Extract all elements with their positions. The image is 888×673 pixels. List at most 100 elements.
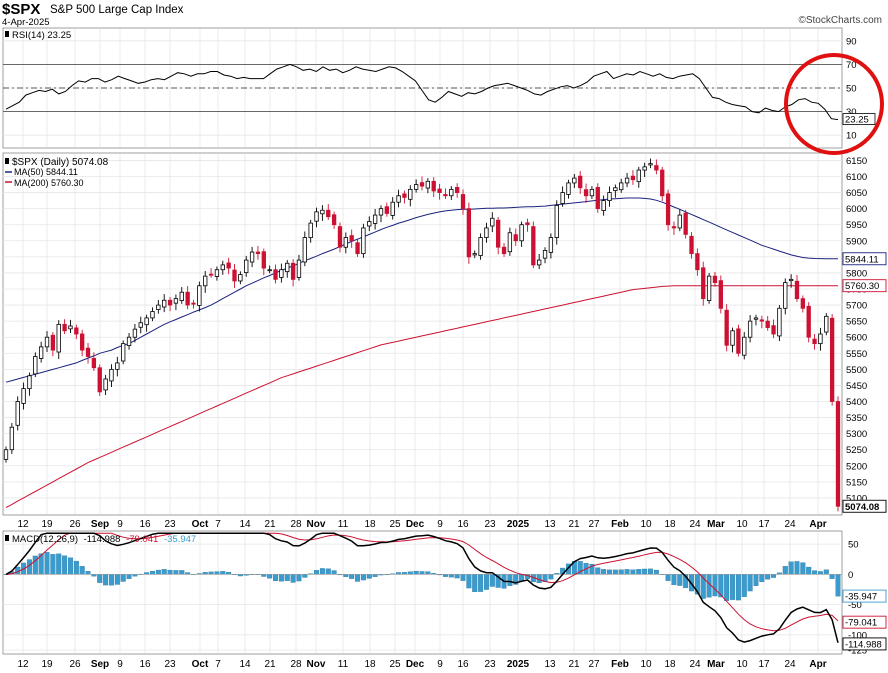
macd-x-tick-label: 2025: [507, 659, 530, 670]
macd-histogram-bar: [173, 570, 179, 575]
macd-x-tick-label: 10: [736, 659, 748, 670]
candle-body: [490, 217, 495, 227]
candle-body: [806, 305, 811, 338]
candle-body: [507, 232, 513, 253]
macd-histogram-bar: [120, 574, 126, 582]
chart-symbol: $SPX: [2, 1, 41, 18]
rsi-y-tick-label: 10: [846, 131, 857, 142]
macd-histogram-bar: [261, 574, 267, 577]
candle-body: [613, 187, 618, 192]
candle-body: [484, 227, 489, 238]
candle-body: [718, 280, 723, 309]
macd-histogram-bar: [460, 574, 466, 581]
candle-body: [320, 209, 325, 215]
price-x-tick-label: 27: [588, 519, 600, 530]
macd-histogram-bar: [829, 574, 835, 579]
macd-signal-line: [5, 532, 839, 632]
candle-body: [167, 299, 173, 306]
candle-body: [238, 274, 243, 282]
macd-histogram-bar: [208, 571, 214, 575]
candle-body: [249, 251, 255, 263]
price-x-tick-label: 24: [689, 519, 701, 530]
price-x-tick-label: Sep: [91, 519, 109, 530]
ma200-line: [5, 285, 838, 509]
candle-body: [150, 311, 155, 319]
stockcharts-credit: ©StockCharts.com: [798, 15, 882, 26]
macd-x-tick-label: 10: [640, 659, 652, 670]
price-y-tick-label: 5950: [846, 220, 867, 231]
candle-body: [255, 251, 261, 255]
candle-body: [21, 388, 26, 404]
macd-histogram-bar: [267, 574, 273, 579]
macd-x-tick-label: 21: [264, 659, 276, 670]
candle-body: [765, 320, 770, 328]
candle-body: [314, 211, 319, 222]
candle-body: [9, 426, 15, 451]
candle-body: [788, 278, 794, 282]
macd-hist-value-label: -35.947: [845, 592, 877, 603]
candle-body: [578, 175, 583, 189]
macd-histogram-bar: [618, 569, 624, 575]
candle-body: [443, 194, 448, 197]
macd-x-tick-label: 17: [758, 659, 770, 670]
price-x-tick-label: 17: [758, 519, 770, 530]
candle-body: [261, 251, 266, 269]
candle-body: [701, 267, 706, 300]
candle-body: [296, 259, 302, 278]
candle-body: [97, 367, 102, 393]
candle-body: [542, 250, 548, 259]
candle-body: [566, 182, 571, 195]
candle-body: [15, 401, 20, 426]
candle-body: [501, 246, 507, 255]
macd-legend-hist: -35.947: [164, 534, 196, 545]
price-y-tick-label: 5700: [846, 301, 867, 312]
candle-body: [80, 333, 85, 351]
macd-histogram-bar: [284, 574, 290, 581]
macd-x-tick-label: Apr: [809, 659, 826, 670]
candle-body: [777, 307, 782, 337]
macd-histogram-bar: [741, 574, 747, 597]
macd-histogram-bar: [648, 568, 654, 575]
price-y-tick-label: 5900: [846, 236, 867, 247]
candle-body: [525, 222, 530, 226]
candle-body: [560, 192, 565, 204]
macd-histogram-bar: [806, 566, 812, 575]
candle-body: [665, 193, 671, 226]
candle-body: [437, 188, 442, 193]
macd-histogram-bar: [331, 570, 337, 575]
candle-body: [267, 269, 272, 272]
price-panel: [2, 152, 843, 516]
macd-x-tick-label: 16: [139, 659, 151, 670]
price-y-tick-label: 5250: [846, 445, 867, 456]
macd-histogram-bar: [319, 568, 325, 575]
macd-x-tick-label: 24: [784, 659, 796, 670]
macd-x-tick-label: 14: [239, 659, 251, 670]
macd-histogram-bar: [149, 571, 155, 575]
candle-body: [132, 328, 138, 338]
macd-histogram-bar: [765, 574, 771, 580]
macd-histogram-bar: [401, 572, 407, 575]
price-y-tick-label: 5800: [846, 268, 867, 279]
macd-y-tick-label: 0: [848, 570, 853, 581]
price-x-tick-label: Feb: [611, 519, 629, 530]
macd-histogram-bar: [355, 574, 361, 582]
macd-histogram-bar: [85, 571, 91, 575]
candle-body: [677, 214, 682, 229]
price-x-tick-label: 9: [117, 519, 123, 530]
macd-histogram-bar: [67, 557, 73, 575]
candle-body: [226, 262, 231, 269]
macd-histogram-bar: [595, 567, 601, 575]
macd-histogram-bar: [103, 574, 109, 586]
price-x-tick-label: 11: [338, 519, 349, 530]
macd-histogram-bar: [454, 574, 460, 579]
rsi-y-tick-label: 50: [846, 84, 857, 95]
candle-body: [162, 299, 167, 308]
candle-body: [496, 219, 501, 248]
macd-layer: [3, 532, 842, 643]
macd-histogram-bar: [202, 572, 208, 575]
macd-y-tick-label: -125: [848, 645, 867, 656]
candle-body: [355, 242, 360, 255]
ma50-value-label-box: [842, 252, 887, 266]
macd-histogram-bar: [489, 574, 495, 587]
candle-body: [478, 237, 483, 256]
